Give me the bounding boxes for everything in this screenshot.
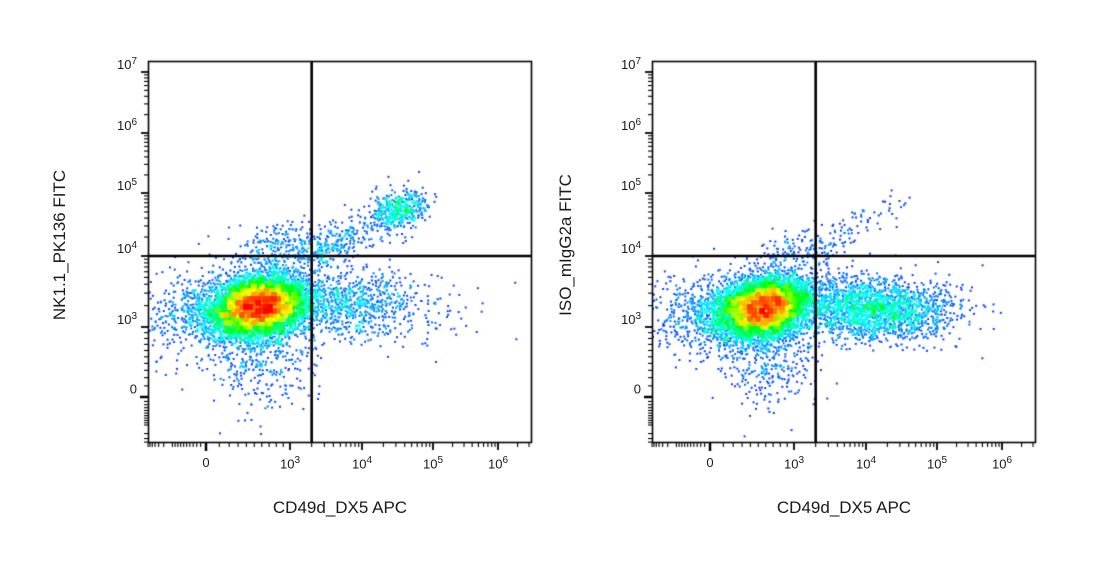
x-tick-label: 104 <box>855 455 877 472</box>
y-tick-label: 105 <box>116 176 137 194</box>
x-axis-label-left: CD49d_DX5 APC <box>272 498 408 517</box>
y-tick-label: 104 <box>620 239 641 257</box>
y-axis-label-right: ISO_mIgG2a FITC <box>556 174 575 316</box>
y-tick-label: 0 <box>129 381 137 397</box>
x-tick-label: 106 <box>991 455 1013 472</box>
y-tick-label: 106 <box>116 116 137 134</box>
x-axis-label-right: CD49d_DX5 APC <box>776 498 912 517</box>
x-tick-label: 105 <box>926 455 948 472</box>
x-tick-label: 0 <box>202 455 210 470</box>
y-tick-label: 106 <box>620 116 641 134</box>
x-tick-label: 0 <box>706 455 714 470</box>
y-tick-label: 105 <box>620 176 641 194</box>
y-tick-label: 107 <box>116 55 137 73</box>
x-tick-label: 103 <box>783 455 805 472</box>
x-tick-label: 106 <box>487 455 509 472</box>
y-tick-label: 104 <box>116 239 137 257</box>
x-tick-label: 103 <box>279 455 301 472</box>
y-tick-label: 0 <box>633 381 641 397</box>
y-tick-label: 103 <box>116 310 137 328</box>
y-tick-label: 107 <box>620 55 641 73</box>
x-tick-label: 104 <box>351 455 373 472</box>
y-tick-label: 103 <box>620 310 641 328</box>
x-tick-label: 105 <box>422 455 444 472</box>
y-axis-label-left: NK1.1_PK136 FITC <box>50 169 69 321</box>
